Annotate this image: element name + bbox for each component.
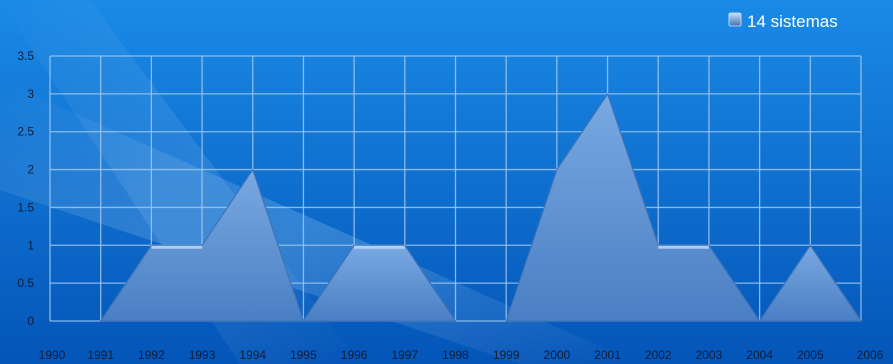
y-tick-label: 1 [27,238,34,252]
area-segment [302,244,457,322]
x-tick-label: 2005 [797,348,824,362]
x-tick-label: 1990 [39,348,66,362]
area-segment [100,169,304,322]
legend-marker [728,12,742,27]
x-tick-label: 1994 [239,348,266,362]
legend-label: 14 sistemas [747,12,838,31]
y-tick-label: 3 [27,87,34,101]
x-tick-label: 1997 [391,348,418,362]
x-tick-label: 2000 [544,348,571,362]
x-tick-label: 2002 [645,348,672,362]
y-tick-label: 3.5 [17,49,34,63]
y-axis-ticks: 0 0.5 1 1.5 2 2.5 3 3.5 [17,49,34,328]
x-tick-label: 1995 [290,348,317,362]
y-tick-label: 0 [27,314,34,328]
x-tick-label: 2006 [857,348,884,362]
y-tick-label: 0.5 [17,276,34,290]
area-series [100,93,862,322]
x-tick-label: 1998 [442,348,469,362]
x-tick-label: 1991 [87,348,114,362]
x-tick-label: 2004 [746,348,773,362]
x-tick-label: 2001 [594,348,621,362]
x-tick-label: 1993 [189,348,216,362]
area-segment [759,244,862,322]
x-tick-label: 1992 [138,348,165,362]
x-tick-label: 2003 [696,348,723,362]
y-tick-label: 2.5 [17,125,34,139]
x-axis-ticks: 1990 1991 1992 1993 1994 1995 1996 1997 1998 1999… [39,348,884,362]
x-tick-label: 1996 [341,348,368,362]
x-tick-label: 1999 [493,348,520,362]
y-tick-label: 2 [27,163,34,177]
legend: 14 sistemas [728,12,838,31]
y-tick-label: 1.5 [17,200,34,214]
